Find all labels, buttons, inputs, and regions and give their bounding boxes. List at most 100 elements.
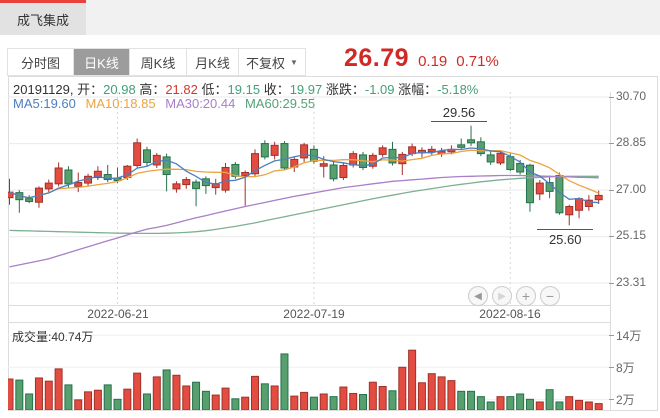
volume-bar xyxy=(133,372,142,410)
candle-body xyxy=(427,148,436,153)
stock-tab[interactable]: 成飞集成 xyxy=(0,0,86,35)
candle-body xyxy=(280,143,289,169)
volume-bar xyxy=(113,398,122,410)
candle-body xyxy=(565,205,574,216)
info-open-label: 开： xyxy=(77,82,104,97)
pan-left-button[interactable]: ◀ xyxy=(468,286,488,306)
volume-bar xyxy=(447,380,456,410)
tab-strip: 成飞集成 xyxy=(0,0,660,35)
candle-body xyxy=(192,181,201,190)
volume-bar xyxy=(555,401,564,410)
volume-bar xyxy=(54,368,63,410)
tab-intraday[interactable]: 分时图 xyxy=(8,49,74,75)
info-changepct-value: -5.18% xyxy=(437,82,479,97)
volume-bar xyxy=(398,366,407,410)
quote-block: 26.79 0.19 0.71% xyxy=(344,44,499,73)
volume-bar xyxy=(182,385,191,410)
volume-bar xyxy=(496,396,505,410)
volume-bar xyxy=(260,383,269,410)
chart-right-border xyxy=(657,76,658,410)
candle-body xyxy=(594,194,603,201)
candle-body xyxy=(300,144,309,159)
info-high-label: 高： xyxy=(139,82,166,97)
info-open-value: 20.98 xyxy=(103,82,136,97)
volume-bar xyxy=(575,399,584,410)
volume-bar xyxy=(388,390,397,410)
candle-body xyxy=(486,154,495,163)
candle-body xyxy=(496,152,505,164)
arrow-left-icon: ◀ xyxy=(474,290,482,302)
volume-bar xyxy=(535,401,544,410)
candle-body xyxy=(329,164,338,180)
price-axis-label: 23.31 xyxy=(609,275,658,289)
date-axis-label: 2022-08-16 xyxy=(479,307,541,321)
candle-body xyxy=(25,198,34,202)
volume-bar xyxy=(93,389,102,410)
volume-bar xyxy=(162,369,171,410)
candle-body xyxy=(506,156,515,170)
price-change: 0.19 xyxy=(418,53,448,70)
volume-bar xyxy=(123,388,132,410)
date-band-top-border xyxy=(8,305,610,306)
volume-bar xyxy=(319,393,328,410)
price-axis-label: 27.00 xyxy=(609,182,658,196)
candle-body xyxy=(575,198,584,211)
candle-body xyxy=(172,183,181,190)
ma60-legend: MA60:29.55 xyxy=(244,96,316,111)
candle-body xyxy=(476,141,485,155)
adjust-type-label: 不复权 xyxy=(246,55,286,71)
candle-body xyxy=(162,156,171,176)
candle-body xyxy=(182,179,191,186)
zoom-out-button[interactable]: − xyxy=(540,286,560,306)
volume-bar xyxy=(457,390,466,410)
volume-bar xyxy=(486,401,495,410)
info-date: 20191129, xyxy=(13,82,74,97)
volume-chart-canvas[interactable] xyxy=(8,322,610,410)
volume-bar xyxy=(467,390,476,410)
ma5-line xyxy=(9,147,599,204)
candle-body xyxy=(44,182,53,190)
volume-bar xyxy=(84,391,93,410)
candle-body xyxy=(525,164,534,204)
adjust-type-dropdown[interactable]: 不复权 ▼ xyxy=(239,49,305,75)
volume-bar xyxy=(44,380,53,410)
candle-body xyxy=(103,174,112,181)
volume-bar xyxy=(280,353,289,410)
tab-monthly-k[interactable]: 月K线 xyxy=(187,49,239,75)
volume-bar xyxy=(142,393,151,410)
volume-bar xyxy=(8,378,14,410)
candle-body xyxy=(142,149,151,163)
volume-bar xyxy=(368,381,377,410)
date-axis-label: 2022-07-19 xyxy=(283,307,345,321)
volume-bar xyxy=(437,376,446,410)
minus-icon: − xyxy=(545,288,555,304)
candle-body xyxy=(319,163,328,167)
ma30-line xyxy=(9,174,599,268)
tab-daily-k[interactable]: 日K线 xyxy=(74,49,130,75)
volume-bar xyxy=(309,396,318,410)
volume-bar xyxy=(172,374,181,410)
tab-weekly-k[interactable]: 周K线 xyxy=(130,49,187,75)
candle-body xyxy=(535,182,544,195)
volume-bar xyxy=(192,381,201,410)
zoom-in-button[interactable]: + xyxy=(516,286,536,306)
ma-legend: MA5:19.60 MA10:18.85 MA30:20.44 MA60:29.… xyxy=(13,96,321,111)
info-low-value: 19.15 xyxy=(227,82,261,97)
volume-bar xyxy=(251,375,259,410)
candle-body xyxy=(133,142,142,166)
date-band-bottom-border xyxy=(8,322,610,323)
candle-body xyxy=(93,170,102,179)
pan-right-button[interactable]: ▶ xyxy=(492,286,512,306)
ohlc-info-line: 20191129, 开：20.98 高：21.82 低：19.15 收：19.9… xyxy=(13,79,478,98)
volume-bar xyxy=(25,393,34,410)
candle-body xyxy=(64,169,73,185)
candle-body xyxy=(398,153,407,165)
candle-body xyxy=(74,182,83,187)
volume-bar xyxy=(359,394,368,410)
price-chart-canvas[interactable] xyxy=(8,92,610,305)
volume-axis-label: 14万 xyxy=(609,327,658,344)
ma30-legend: MA30:20.44 xyxy=(165,96,236,111)
candle-body xyxy=(270,144,279,156)
chart-nav-controls: ◀ ▶ + − xyxy=(468,286,564,306)
